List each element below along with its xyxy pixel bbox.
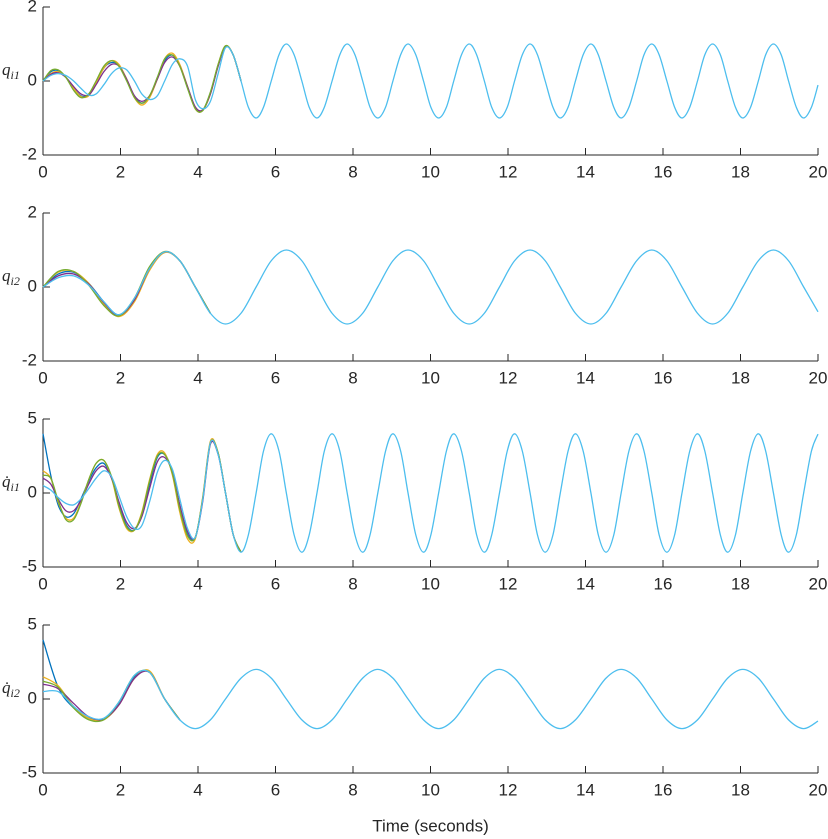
series-line	[42, 44, 242, 113]
x-tick-label: 12	[499, 368, 518, 387]
x-tick-label: 4	[193, 162, 202, 181]
x-axis-label: Time (seconds)	[372, 816, 489, 835]
y-axis-label: q̇i1	[2, 472, 20, 494]
x-tick-label: 18	[731, 368, 750, 387]
x-tick-label: 20	[809, 162, 828, 181]
x-tick-label: 8	[348, 780, 357, 799]
series-line	[42, 251, 211, 318]
x-tick-label: 12	[499, 574, 518, 593]
x-tick-label: 16	[654, 368, 673, 387]
y-tick-label: 5	[28, 408, 37, 427]
series-line	[42, 439, 242, 553]
x-tick-label: 16	[654, 162, 673, 181]
x-tick-label: 20	[809, 368, 828, 387]
x-tick-label: 12	[499, 780, 518, 799]
y-tick-label: 0	[28, 276, 37, 295]
x-tick-label: 10	[421, 368, 440, 387]
series-line	[42, 250, 211, 317]
x-tick-label: 16	[654, 780, 673, 799]
series-line	[42, 639, 181, 722]
x-tick-label: 6	[271, 780, 280, 799]
series-line	[42, 668, 819, 730]
x-tick-label: 18	[731, 162, 750, 181]
y-tick-label: -5	[22, 556, 37, 575]
series-line	[42, 438, 242, 553]
x-tick-label: 4	[193, 780, 202, 799]
series-line	[42, 250, 211, 316]
x-tick-label: 14	[576, 162, 595, 181]
y-tick-label: -5	[22, 762, 37, 781]
y-tick-label: 2	[28, 0, 37, 15]
x-tick-label: 2	[116, 162, 125, 181]
series-line	[42, 43, 819, 119]
y-tick-label: 0	[28, 70, 37, 89]
y-tick-label: 0	[28, 688, 37, 707]
x-tick-label: 20	[809, 780, 828, 799]
x-tick-label: 8	[348, 368, 357, 387]
x-tick-label: 16	[654, 574, 673, 593]
x-tick-label: 10	[421, 574, 440, 593]
x-tick-label: 2	[116, 780, 125, 799]
x-tick-label: 20	[809, 574, 828, 593]
series-line	[42, 440, 242, 553]
x-tick-label: 6	[271, 574, 280, 593]
x-tick-label: 8	[348, 574, 357, 593]
series-line	[42, 250, 211, 317]
series-line	[42, 433, 819, 553]
y-tick-label: -2	[22, 350, 37, 369]
x-tick-label: 0	[38, 368, 47, 387]
y-axis-label: q̇i2	[2, 678, 20, 700]
x-tick-label: 4	[193, 368, 202, 387]
x-tick-label: 2	[116, 368, 125, 387]
x-tick-label: 18	[731, 574, 750, 593]
x-tick-label: 6	[271, 368, 280, 387]
x-tick-label: 14	[576, 368, 595, 387]
y-tick-label: 2	[28, 202, 37, 221]
x-tick-label: 14	[576, 574, 595, 593]
x-tick-label: 0	[38, 162, 47, 181]
x-tick-label: 12	[499, 162, 518, 181]
x-tick-label: 4	[193, 574, 202, 593]
series-line	[42, 45, 242, 112]
y-axis-label: qi2	[2, 266, 20, 288]
series-line	[42, 249, 819, 325]
y-tick-label: 0	[28, 482, 37, 501]
x-tick-label: 14	[576, 780, 595, 799]
x-tick-label: 0	[38, 574, 47, 593]
series-line	[42, 433, 242, 553]
x-tick-label: 8	[348, 162, 357, 181]
series-line	[42, 44, 242, 113]
y-tick-label: -2	[22, 144, 37, 163]
y-axis-label: qi1	[2, 60, 20, 82]
x-tick-label: 10	[421, 780, 440, 799]
x-tick-label: 6	[271, 162, 280, 181]
y-tick-label: 5	[28, 614, 37, 633]
x-tick-label: 10	[421, 162, 440, 181]
x-tick-label: 0	[38, 780, 47, 799]
x-tick-label: 18	[731, 780, 750, 799]
x-tick-label: 2	[116, 574, 125, 593]
